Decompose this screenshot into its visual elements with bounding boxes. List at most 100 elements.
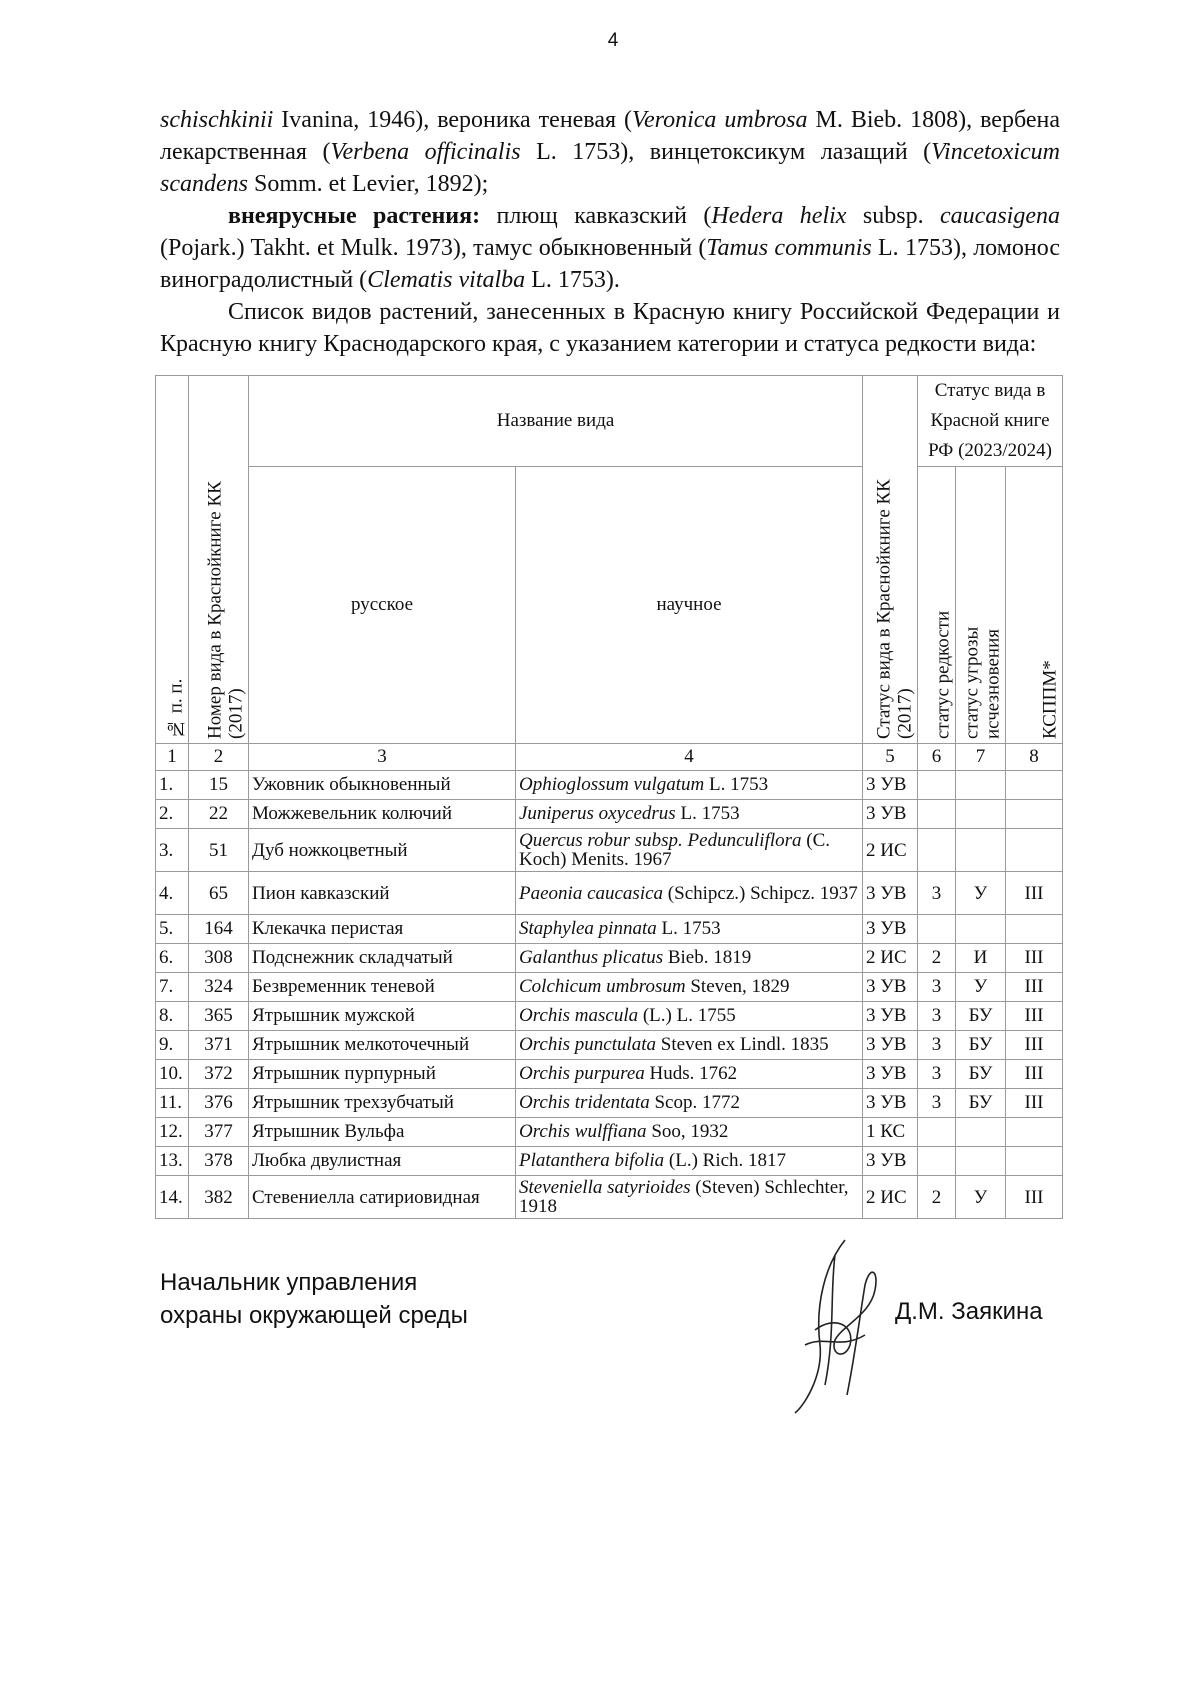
table-row: 9. 371 Ятрышник мелкоточечный Orchis punctu… <box>155 1030 1064 1060</box>
scientific-name: Galanthus plicatus Bieb. 1819 <box>514 943 864 973</box>
russian-name: Ятрышник Вульфа <box>248 1117 516 1147</box>
header-kspp: КСППМ* <box>1005 466 1063 744</box>
russian-name: Ужовник обыкновенный <box>248 770 516 800</box>
kk-status: 3 УВ <box>862 972 919 1002</box>
handwritten-signature <box>794 1239 877 1414</box>
row-number: 10. <box>155 1059 189 1089</box>
row-number: 4. <box>155 871 189 915</box>
row-number: 14. <box>155 1175 189 1219</box>
rarity-status <box>917 914 957 944</box>
kk-status: 3 УВ <box>862 799 919 829</box>
kk-status: 2 ИС <box>862 943 919 973</box>
text-segment: L. 1753), винцетоксикум лазащий ( <box>520 139 932 165</box>
scientific-name: Platanthera bifolia (L.) Rich. 1817 <box>514 1146 864 1176</box>
header-scientific: научное <box>514 466 864 744</box>
text-segment: M. Bieb. 1808), вербена лекарственная ( <box>160 107 1061 165</box>
author-citation: (L.) L. 1755 <box>638 1005 736 1026</box>
kk-number: 15 <box>188 770 249 800</box>
kk-number: 376 <box>188 1088 249 1118</box>
russian-name: Подснежник складчатый <box>248 943 516 973</box>
header-rf-status: Статус вида в Красной книге РФ (2023/202… <box>917 375 1064 467</box>
rarity-status: 3 <box>917 1088 957 1118</box>
threat-status <box>955 770 1007 800</box>
rarity-status: 3 <box>917 871 957 915</box>
russian-name: Ятрышник мелкоточечный <box>248 1030 516 1060</box>
position-line-1: Начальник управления <box>160 1269 418 1296</box>
text-segment: Ivanina, 1946), вероника теневая ( <box>273 107 632 133</box>
column-number: 6 <box>917 743 957 771</box>
header-threat: статус угрозы исчезновения <box>955 466 1006 744</box>
column-number: 8 <box>1005 743 1064 771</box>
table-row: 10. 372 Ятрышник пурпурный Orchis purpurea … <box>155 1059 1064 1089</box>
page-number: 4 <box>607 30 619 51</box>
scientific-name: Quercus robur subsp. Pedunculiflora (C. … <box>514 828 864 872</box>
russian-name: Дуб ножкоцветный <box>248 828 516 872</box>
kk-status: 2 ИС <box>862 1175 919 1219</box>
row-number: 7. <box>155 972 189 1002</box>
italic-latin-name: Vincetoxicum scandens <box>160 139 1060 197</box>
russian-name: Клекачка перистая <box>248 914 516 944</box>
kk-number: 308 <box>188 943 249 973</box>
author-citation: Scop. 1772 <box>649 1092 740 1113</box>
table-row: 2. 22 Можжевельник колючий Juniperus oxyced… <box>155 799 1064 829</box>
latin-binomial: Quercus robur subsp. Pedunculiflora <box>519 830 802 851</box>
column-number: 3 <box>248 743 516 771</box>
russian-name: Любка двулистная <box>248 1146 516 1176</box>
header-russian: русское <box>248 466 516 744</box>
threat-status <box>955 799 1007 829</box>
text-segment: L. 1753). <box>525 267 620 293</box>
kk-number: 365 <box>188 1001 249 1031</box>
scientific-name: Ophioglossum vulgatum L. 1753 <box>514 770 864 800</box>
kk-status: 3 УВ <box>862 1001 919 1031</box>
latin-binomial: Colchicum umbrosum <box>519 976 686 997</box>
threat-status: У <box>955 1175 1007 1219</box>
text-segment: (Pojark.) Takht. et Mulk. 1973), тамус о… <box>160 235 707 261</box>
paragraph-herbs-continued: schischkinii Ivanina, 1946), вероника те… <box>160 104 1060 200</box>
rarity-status <box>917 828 957 872</box>
kspp-category: III <box>1005 1088 1064 1118</box>
kspp-category: III <box>1005 1030 1064 1060</box>
header-kk-number: Номер вида в Краснойкниге КК (2017) <box>188 375 249 744</box>
rarity-status <box>917 770 957 800</box>
kspp-category <box>1005 1146 1064 1176</box>
header-rarity: статус редкости <box>917 466 956 744</box>
scientific-name: Orchis mascula (L.) L. 1755 <box>514 1001 864 1031</box>
row-number: 5. <box>155 914 189 944</box>
author-citation: Bieb. 1819 <box>663 947 752 968</box>
kspp-category <box>1005 828 1064 872</box>
kk-number: 377 <box>188 1117 249 1147</box>
latin-binomial: Orchis tridentata <box>519 1092 650 1113</box>
rarity-status: 3 <box>917 1001 957 1031</box>
column-number: 7 <box>955 743 1007 771</box>
signatory-name: Д.М. Заякина <box>895 1298 1043 1325</box>
table-row: 11. 376 Ятрышник трехзубчатый Orchis triden… <box>155 1088 1064 1118</box>
kspp-category: III <box>1005 1001 1064 1031</box>
author-citation: (L.) Rich. 1817 <box>664 1150 787 1171</box>
kk-status: 3 УВ <box>862 1030 919 1060</box>
bold-lead-text: внеярусные растения: <box>228 203 481 229</box>
latin-binomial: Juniperus oxycedrus <box>519 803 676 824</box>
threat-status: БУ <box>955 1030 1007 1060</box>
scientific-name: Colchicum umbrosum Steven, 1829 <box>514 972 864 1002</box>
kk-number: 371 <box>188 1030 249 1060</box>
table-row: 4. 65 Пион кавказский Paeonia caucasica (Sc… <box>155 871 1064 915</box>
kspp-category: III <box>1005 972 1064 1002</box>
header-kk-status: Статус вида в Краснойкниге КК (2017) <box>862 375 918 744</box>
russian-name: Ятрышник трехзубчатый <box>248 1088 516 1118</box>
table-row: 12. 377 Ятрышник Вульфа Orchis wulffiana So… <box>155 1117 1064 1147</box>
latin-binomial: Orchis purpurea <box>519 1063 645 1084</box>
italic-latin-name: schischkinii <box>160 107 274 133</box>
rarity-status: 2 <box>917 943 957 973</box>
kk-status: 3 УВ <box>862 914 919 944</box>
kk-number: 372 <box>188 1059 249 1089</box>
row-number: 11. <box>155 1088 189 1118</box>
scientific-name: Orchis tridentata Scop. 1772 <box>514 1088 864 1118</box>
rarity-status <box>917 1117 957 1147</box>
kk-number: 382 <box>188 1175 249 1219</box>
paragraph-extra-layer-plants: внеярусные растения: плющ кавказский (He… <box>160 200 1060 296</box>
rarity-status: 3 <box>917 1030 957 1060</box>
scientific-name: Orchis purpurea Huds. 1762 <box>514 1059 864 1089</box>
text-segment: L. 1753), ломонос виноградолистный ( <box>160 235 1061 293</box>
kspp-category: III <box>1005 871 1064 915</box>
threat-status: БУ <box>955 1001 1007 1031</box>
